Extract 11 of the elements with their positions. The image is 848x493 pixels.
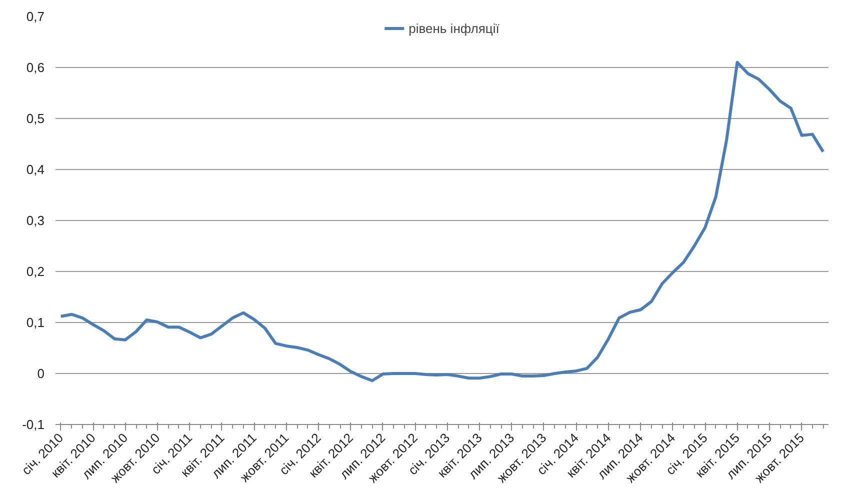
y-tick-label: 0,7	[26, 9, 45, 24]
y-tick-label: -0,1	[22, 417, 45, 432]
y-tick-label: 0,6	[26, 60, 45, 75]
y-tick-label: 0	[37, 366, 45, 381]
line-series	[59, 60, 825, 382]
y-tick-label: 0,3	[26, 213, 45, 228]
y-tick-label: 0,2	[26, 264, 45, 279]
y-tick-label: 0,5	[26, 111, 45, 126]
y-tick-label: 0,1	[26, 315, 45, 330]
y-tick-label: 0,4	[26, 162, 45, 177]
legend-label: рівень інфляції	[408, 20, 500, 36]
